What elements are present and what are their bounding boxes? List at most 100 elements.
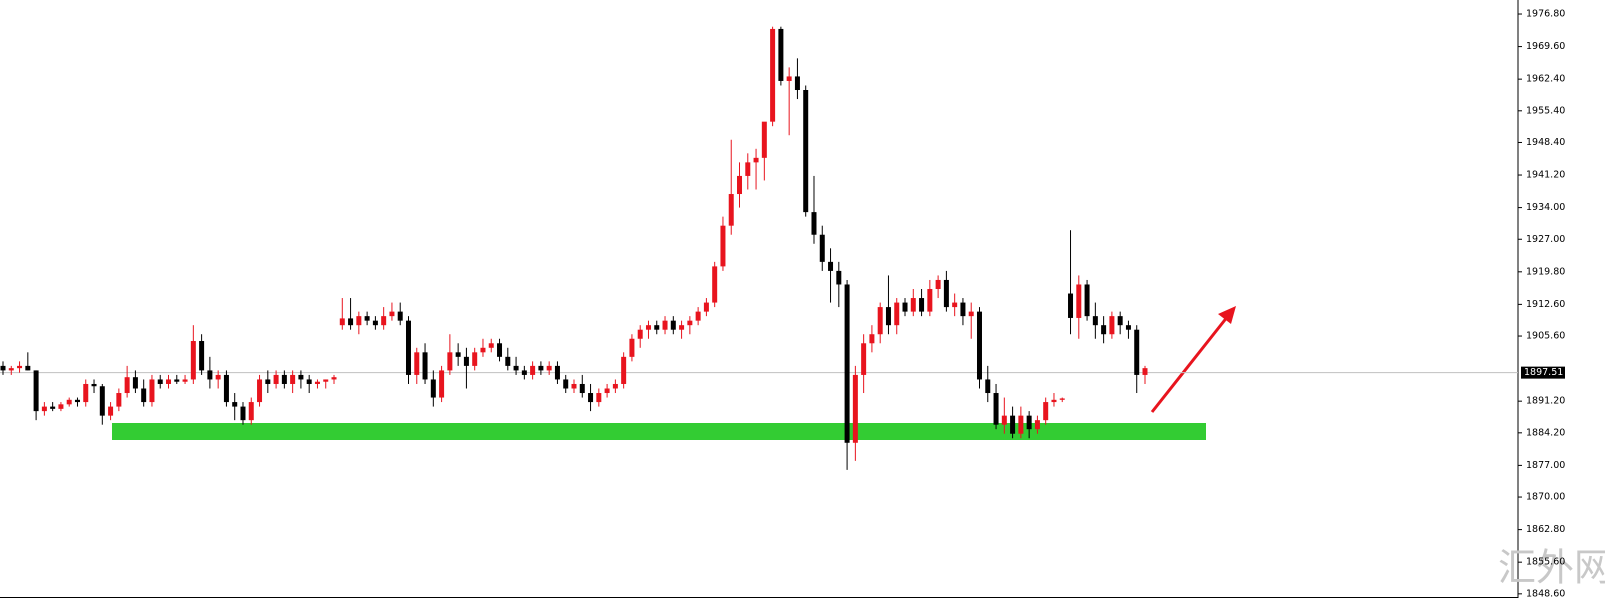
candle-body [323, 379, 329, 382]
candle-body [960, 302, 966, 317]
candle-body [33, 370, 39, 412]
candle-body [712, 266, 718, 303]
y-tick-label: 1912.60 [1526, 299, 1565, 310]
candle-body [91, 383, 97, 387]
candle-body [257, 379, 263, 403]
candle-body [811, 212, 817, 235]
candle-body [728, 194, 734, 226]
candle-body [223, 374, 229, 403]
candle-body [1018, 415, 1024, 434]
candle-body [166, 379, 172, 384]
candle-body [852, 374, 858, 443]
candle-body [397, 311, 403, 321]
candle-body [943, 279, 949, 308]
candle-body [993, 393, 999, 425]
candle-body [985, 379, 991, 394]
candle-body [803, 90, 809, 213]
candle-body [919, 298, 925, 312]
y-tick-label: 1855.60 [1526, 557, 1565, 568]
current-price-label: 1897.51 [1524, 367, 1563, 378]
candle-body [828, 261, 834, 271]
y-tick-label: 1919.80 [1526, 266, 1565, 277]
candle-body [265, 379, 271, 384]
candle-body [869, 334, 875, 344]
current-price-box [1521, 366, 1565, 379]
candle-body [430, 379, 436, 398]
candle-body [132, 377, 138, 389]
candle-body [968, 311, 974, 317]
candle-body [405, 320, 411, 375]
candle-body [596, 393, 602, 403]
candle-body [952, 302, 958, 308]
y-tick-label: 1877.00 [1526, 460, 1565, 471]
candle-body [232, 402, 238, 407]
candle-body [58, 404, 64, 409]
candle-body [463, 356, 469, 366]
candle-body [579, 383, 585, 394]
candle-body [894, 302, 900, 326]
candle-body [108, 406, 114, 416]
candle-body [1051, 399, 1057, 403]
candle-body [182, 379, 188, 382]
candle-body [703, 302, 709, 312]
candle-body [149, 379, 155, 403]
candle-body [1043, 402, 1049, 421]
y-tick-label: 1955.40 [1526, 105, 1565, 116]
candle-body [372, 320, 378, 326]
candle-body [356, 316, 362, 326]
y-tick-label: 1870.00 [1526, 492, 1565, 503]
y-tick-label: 1884.20 [1526, 427, 1565, 438]
candle-body [637, 329, 643, 339]
candle-body [1117, 316, 1123, 326]
candle-body [1076, 284, 1082, 318]
candle-body [877, 307, 883, 335]
candle-body [157, 379, 163, 384]
candle-body [1109, 316, 1115, 335]
y-tick-label: 1934.00 [1526, 202, 1565, 213]
candle-body [281, 374, 287, 384]
candle-body [1026, 415, 1032, 430]
candle-body [927, 289, 933, 312]
candle-body [530, 365, 536, 375]
candle-body [488, 343, 494, 348]
candle-body [745, 162, 751, 176]
candle-body [472, 352, 478, 366]
candle-body [902, 302, 908, 312]
candle-body [654, 325, 660, 330]
candle-body [513, 365, 519, 371]
candle-body [298, 374, 304, 380]
candle-body [207, 370, 213, 380]
candle-body [737, 175, 743, 195]
candle-body [240, 406, 246, 421]
y-tick-label: 1927.00 [1526, 234, 1565, 245]
candle-body [935, 279, 941, 290]
candle-body [248, 402, 254, 421]
candle-body [50, 406, 56, 409]
candle-body [199, 341, 205, 371]
candle-body [480, 347, 486, 353]
candle-body [1001, 415, 1007, 425]
candle-body [1101, 325, 1107, 335]
candle-body [645, 325, 651, 330]
candle-body [976, 311, 982, 380]
candle-body [8, 368, 14, 371]
candle-body [190, 341, 196, 380]
candle-body [505, 356, 511, 366]
candle-body [885, 307, 891, 326]
candle-body [778, 28, 784, 81]
candle-body [1059, 398, 1065, 400]
candle-body [629, 338, 635, 357]
arrow-head [1218, 306, 1236, 324]
support-zone [112, 423, 1206, 440]
candle-body [604, 388, 610, 394]
candle-body [844, 284, 850, 443]
candle-body [588, 393, 594, 403]
candle-body [74, 399, 80, 403]
candle-body [1084, 284, 1090, 317]
candle-body [1134, 329, 1140, 375]
candle-body [1125, 325, 1131, 330]
candle-body [331, 377, 337, 380]
candle-body [99, 386, 105, 416]
candle-body [612, 383, 618, 389]
